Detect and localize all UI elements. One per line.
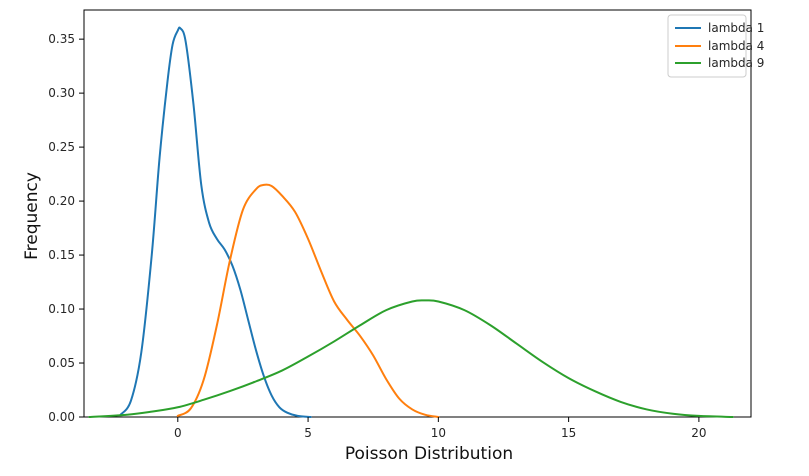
legend: lambda 1 lambda 4 lambda 9 bbox=[667, 14, 764, 78]
plot-area bbox=[83, 9, 752, 418]
series-line-lambda-4 bbox=[176, 183, 440, 418]
series-line-lambda-1 bbox=[119, 26, 312, 418]
y-tick-label: 0.10 bbox=[48, 302, 75, 316]
legend-label-lambda-1: lambda 1 bbox=[708, 21, 764, 35]
series-lines bbox=[88, 26, 734, 418]
legend-label-lambda-4: lambda 4 bbox=[708, 39, 764, 53]
y-tick-label: 0.05 bbox=[48, 356, 75, 370]
series-line-lambda-9 bbox=[88, 299, 734, 418]
y-axis-title: Frequency bbox=[22, 172, 42, 260]
x-tick-label: 5 bbox=[304, 426, 312, 440]
legend-frame bbox=[667, 14, 747, 78]
y-tick-label: 0.30 bbox=[48, 86, 75, 100]
y-tick-label: 0.35 bbox=[48, 32, 75, 46]
x-tick-label: 15 bbox=[561, 426, 576, 440]
x-tick-label: 10 bbox=[431, 426, 446, 440]
y-tick-label: 0.25 bbox=[48, 140, 75, 154]
x-tick-label: 0 bbox=[174, 426, 182, 440]
x-axis-title: Poisson Distribution bbox=[345, 444, 513, 464]
y-tick-label: 0.20 bbox=[48, 194, 75, 208]
x-axis-ticks: 0 5 10 15 20 bbox=[174, 417, 707, 440]
y-axis-ticks: 0.00 0.05 0.10 0.15 0.20 0.25 0.30 0.35 bbox=[48, 32, 84, 424]
x-tick-label: 20 bbox=[691, 426, 706, 440]
y-tick-label: 0.15 bbox=[48, 248, 75, 262]
legend-label-lambda-9: lambda 9 bbox=[708, 56, 764, 70]
y-tick-label: 0.00 bbox=[48, 410, 75, 424]
